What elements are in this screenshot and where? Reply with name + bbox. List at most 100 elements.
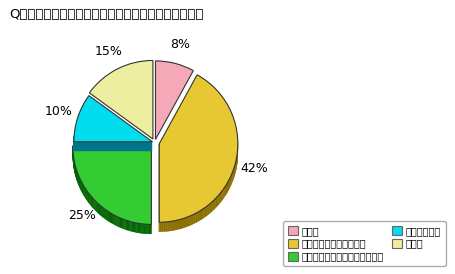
PathPatch shape [143,224,144,233]
PathPatch shape [97,203,98,213]
PathPatch shape [109,212,110,222]
PathPatch shape [197,211,199,222]
PathPatch shape [206,206,208,216]
PathPatch shape [120,218,121,228]
PathPatch shape [212,200,214,211]
PathPatch shape [226,184,227,195]
Wedge shape [74,96,152,142]
PathPatch shape [196,212,197,223]
PathPatch shape [85,188,86,199]
PathPatch shape [222,189,223,200]
PathPatch shape [121,218,122,228]
PathPatch shape [216,197,217,208]
Wedge shape [159,75,238,222]
Text: 8%: 8% [170,38,190,51]
PathPatch shape [117,217,119,227]
PathPatch shape [220,192,221,203]
PathPatch shape [172,221,174,231]
PathPatch shape [74,142,152,151]
PathPatch shape [142,224,143,233]
PathPatch shape [231,174,232,185]
Legend: きれい, どちらかといえばきれい, どちらかといえばよごれている, よごれている, 無記入: きれい, どちらかといえばきれい, どちらかといえばよごれている, よごれている… [283,221,445,266]
PathPatch shape [114,215,116,225]
PathPatch shape [136,223,138,233]
PathPatch shape [126,220,127,230]
PathPatch shape [81,182,82,192]
PathPatch shape [208,204,209,215]
Text: 10%: 10% [45,105,73,118]
PathPatch shape [122,219,123,229]
PathPatch shape [190,215,192,226]
PathPatch shape [88,192,89,203]
PathPatch shape [113,215,114,224]
PathPatch shape [170,221,172,231]
PathPatch shape [166,222,167,232]
PathPatch shape [203,208,204,219]
PathPatch shape [125,220,126,230]
PathPatch shape [106,210,107,220]
PathPatch shape [149,224,150,234]
PathPatch shape [204,207,206,217]
PathPatch shape [229,178,230,189]
PathPatch shape [127,221,128,230]
PathPatch shape [99,204,100,215]
PathPatch shape [101,206,102,216]
PathPatch shape [73,146,152,155]
PathPatch shape [135,223,136,232]
PathPatch shape [145,224,147,234]
PathPatch shape [188,216,190,226]
Wedge shape [156,61,193,139]
PathPatch shape [133,222,134,232]
PathPatch shape [228,180,229,191]
PathPatch shape [199,210,201,221]
PathPatch shape [182,218,184,228]
PathPatch shape [119,217,120,227]
PathPatch shape [139,223,140,233]
PathPatch shape [111,213,112,223]
PathPatch shape [123,219,125,229]
PathPatch shape [83,185,84,196]
PathPatch shape [92,197,93,208]
PathPatch shape [174,221,176,230]
PathPatch shape [147,224,149,234]
PathPatch shape [138,223,139,233]
PathPatch shape [227,182,228,193]
PathPatch shape [86,190,87,201]
PathPatch shape [167,222,170,231]
PathPatch shape [134,222,135,232]
Text: 42%: 42% [241,162,268,175]
PathPatch shape [217,195,218,206]
PathPatch shape [103,208,104,218]
PathPatch shape [105,209,106,219]
PathPatch shape [214,198,216,209]
PathPatch shape [80,178,81,189]
Wedge shape [89,61,153,139]
PathPatch shape [107,211,108,221]
PathPatch shape [201,209,203,220]
PathPatch shape [194,213,196,224]
PathPatch shape [186,217,188,227]
PathPatch shape [234,164,235,176]
Text: 25%: 25% [68,209,96,222]
PathPatch shape [131,222,133,232]
PathPatch shape [232,172,233,184]
PathPatch shape [163,222,166,232]
PathPatch shape [140,224,142,233]
PathPatch shape [112,214,113,224]
PathPatch shape [84,186,85,197]
PathPatch shape [95,200,96,210]
PathPatch shape [221,190,222,202]
PathPatch shape [104,209,105,219]
PathPatch shape [209,203,211,213]
Text: 15%: 15% [94,45,122,58]
PathPatch shape [94,199,95,210]
PathPatch shape [108,211,109,221]
PathPatch shape [78,175,79,186]
PathPatch shape [89,193,90,204]
PathPatch shape [150,224,152,234]
PathPatch shape [233,168,234,180]
PathPatch shape [218,194,220,205]
PathPatch shape [230,176,231,187]
PathPatch shape [211,201,212,212]
PathPatch shape [192,214,194,225]
